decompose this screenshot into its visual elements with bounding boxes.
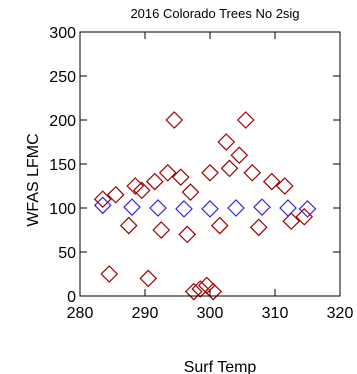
data-point bbox=[165, 111, 184, 129]
data-markers bbox=[93, 111, 317, 301]
data-point bbox=[298, 200, 317, 218]
x-tick-label: 320 bbox=[327, 305, 354, 322]
data-point bbox=[243, 163, 262, 182]
y-tick-label: 100 bbox=[49, 201, 76, 218]
data-point bbox=[262, 172, 281, 191]
series-0 bbox=[93, 111, 314, 301]
y-tick-label: 150 bbox=[49, 157, 76, 174]
data-point bbox=[100, 265, 119, 283]
data-point bbox=[253, 198, 271, 216]
data-point bbox=[191, 280, 210, 298]
data-point bbox=[149, 199, 167, 217]
data-point bbox=[106, 185, 125, 204]
data-point bbox=[197, 276, 216, 295]
axes: 0 50 100 150 200 250 300 280 290 300 310 320 bbox=[49, 25, 353, 322]
data-point bbox=[217, 133, 236, 151]
series-1 bbox=[93, 196, 317, 218]
y-tick-label: 250 bbox=[49, 69, 76, 86]
data-point bbox=[139, 269, 158, 288]
x-tick-label: 310 bbox=[262, 305, 289, 322]
data-point bbox=[178, 225, 197, 244]
x-axis-title: Surf Temp bbox=[184, 359, 257, 374]
data-point bbox=[152, 221, 171, 239]
data-point bbox=[119, 216, 138, 235]
data-point bbox=[204, 282, 223, 301]
y-tick-label: 50 bbox=[58, 245, 76, 262]
data-point bbox=[158, 163, 177, 182]
data-point bbox=[282, 212, 301, 231]
data-point bbox=[275, 177, 294, 195]
data-point bbox=[201, 163, 219, 182]
chart-title: 2016 Colorado Trees No 2sig bbox=[130, 6, 299, 21]
data-point bbox=[220, 159, 239, 178]
data-point bbox=[145, 172, 164, 191]
data-point bbox=[201, 200, 219, 218]
data-point bbox=[230, 146, 249, 165]
data-point bbox=[181, 183, 200, 202]
x-tick-label: 300 bbox=[197, 305, 224, 322]
data-point bbox=[236, 111, 255, 129]
data-point bbox=[210, 216, 229, 235]
data-point bbox=[123, 198, 141, 216]
data-point bbox=[93, 190, 112, 209]
data-point bbox=[227, 199, 245, 217]
y-tick-label: 200 bbox=[49, 113, 76, 130]
y-tick-label: 0 bbox=[67, 289, 76, 306]
data-point bbox=[171, 168, 190, 187]
data-point bbox=[175, 200, 193, 218]
x-tick-label: 290 bbox=[132, 305, 159, 322]
y-axis-title: WFAS LFMC bbox=[25, 133, 42, 226]
data-point bbox=[249, 218, 268, 237]
data-point bbox=[184, 282, 203, 301]
data-point bbox=[132, 181, 151, 200]
data-point bbox=[93, 196, 112, 215]
data-point bbox=[279, 199, 297, 217]
y-tick-label: 300 bbox=[49, 25, 76, 42]
x-tick-label: 280 bbox=[67, 305, 94, 322]
